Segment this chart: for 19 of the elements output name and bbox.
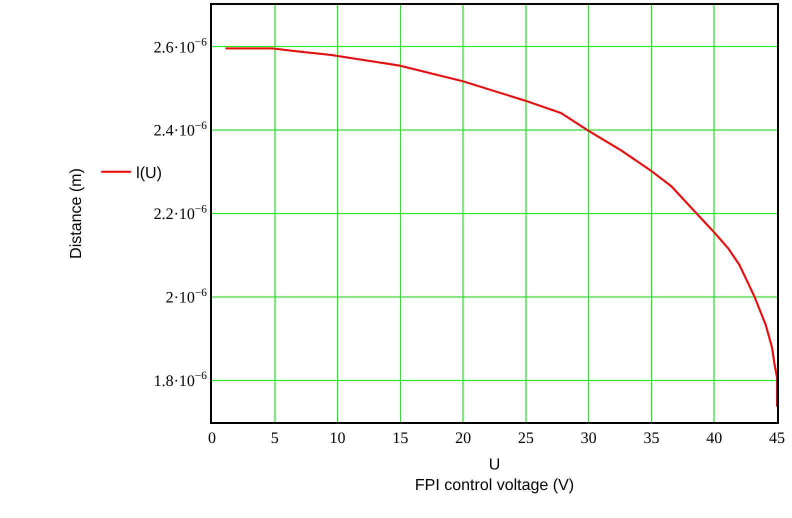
x-tick-label: 30 [580,430,597,448]
x-axis-title: U FPI control voltage (V) [414,456,574,494]
y-tick-label: 2.4·10$^{−6}$ [154,120,208,140]
x-tick-label: 15 [392,430,408,448]
x-tick-label: 45 [769,430,785,448]
x-tick-label: 5 [270,430,279,448]
x-tick-label: 35 [643,430,660,448]
y-tick-label: 2.6·10$^{−6}$ [154,36,208,56]
x-tick-label: 25 [518,430,534,448]
x-tick-label: 10 [330,430,346,448]
x-tick-label: 40 [706,430,722,448]
y-axis-title: Distance (m) [68,168,85,259]
y-tick-label: 2.2·10$^{−6}$ [154,203,208,224]
legend-label: l(U) [136,164,162,182]
y-tick-label: 1.8·10$^{−6}$ [154,370,208,390]
x-tick-label: 0 [208,430,216,448]
line-series [224,47,777,408]
y-tick-label: 2·10$^{−6}$ [166,286,208,306]
x-tick-label: 20 [455,430,472,448]
